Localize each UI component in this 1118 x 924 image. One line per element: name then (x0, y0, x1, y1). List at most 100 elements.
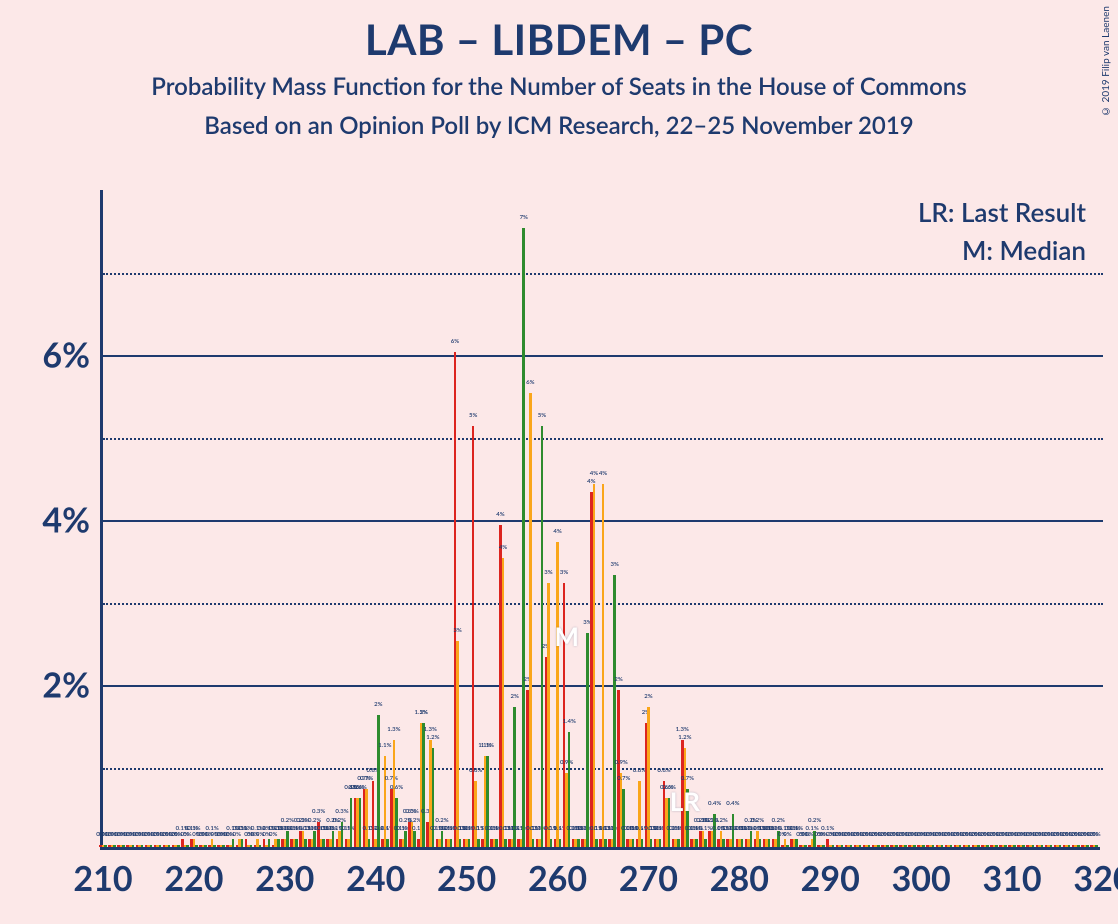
bar-value-label: 0.3% (405, 808, 418, 815)
bar-series-2 (1004, 845, 1007, 847)
bar-series-2 (695, 839, 698, 847)
bar-value-label: 0.2% (435, 817, 448, 824)
bar-series-2 (550, 839, 553, 847)
bar-series-1 (638, 781, 641, 847)
bar-series-2 (795, 839, 798, 847)
bar-value-label: 1.1% (378, 742, 391, 749)
bar-value-label: 0.6% (663, 784, 676, 791)
bar-value-label: 2% (374, 701, 382, 708)
bar-series-2 (622, 789, 625, 847)
bar-value-label: 0.9% (560, 759, 573, 766)
x-axis-label: 230 (255, 858, 314, 899)
bar-series-2 (522, 228, 525, 847)
bar-value-label: 1.3% (424, 726, 437, 733)
bar-value-label: 3% (610, 561, 618, 568)
bar-series-2 (977, 845, 980, 847)
bar-series-2 (1086, 845, 1089, 847)
bar-value-label: 1.3% (676, 726, 689, 733)
bar-series-2 (232, 839, 235, 847)
chart-subtitle-2: Based on an Opinion Poll by ICM Research… (0, 111, 1118, 140)
bar-value-label: 0.3% (335, 808, 348, 815)
bar-value-label: 3% (544, 569, 552, 576)
bar-series-2 (868, 845, 871, 847)
bar-series-2 (759, 839, 762, 847)
bar-series-1 (529, 393, 532, 847)
bar-series-1 (502, 558, 505, 847)
bar-series-2 (213, 845, 216, 847)
bar-value-label: 0% (783, 831, 791, 838)
bar-value-label: 0.9% (615, 759, 628, 766)
bar-series-2 (295, 839, 298, 847)
bar-value-label: 0.6% (390, 784, 403, 791)
gridline-major (103, 355, 1103, 357)
bar-value-label: 3% (560, 569, 568, 576)
x-axis-label: 250 (437, 858, 496, 899)
bar-series-2 (459, 839, 462, 847)
bar-series-2 (368, 839, 371, 847)
plot-region: LR: Last Result M: Median 2%4%6%21022023… (100, 190, 1100, 850)
bar-series-2 (722, 839, 725, 847)
bar-series-2 (186, 845, 189, 847)
bar-value-label: 0.7% (681, 775, 694, 782)
bar-value-label: 0.2% (281, 817, 294, 824)
bar-series-2 (1022, 845, 1025, 847)
bar-series-2 (468, 839, 471, 847)
bar-series-1 (593, 484, 596, 847)
chart-title: LAB – LIBDEM – PC (0, 0, 1118, 64)
bar-value-label: 0.8% (469, 767, 482, 774)
y-axis-label: 2% (42, 665, 90, 706)
bar-series-1 (384, 756, 387, 847)
bar-series-2 (504, 839, 507, 847)
bar-series-2 (386, 839, 389, 847)
bar-series-2 (1041, 845, 1044, 847)
bar-value-label: 0.3% (312, 808, 325, 815)
bar-series-2 (804, 845, 807, 847)
bar-value-label: 4% (599, 470, 607, 477)
y-axis-label: 6% (42, 335, 90, 376)
bar-series-1 (547, 583, 550, 847)
bar-series-2 (141, 845, 144, 847)
bar-value-label: 0.2% (751, 817, 764, 824)
bar-series-2 (941, 845, 944, 847)
bar-value-label: 4% (499, 544, 507, 551)
bar-series-2 (204, 845, 207, 847)
bar-series-2 (913, 845, 916, 847)
bar-series-2 (995, 845, 998, 847)
y-axis-label: 4% (42, 500, 90, 541)
bar-series-2 (604, 839, 607, 847)
bar-series-2 (950, 845, 953, 847)
bar-series-2 (159, 845, 162, 847)
bar-series-2 (413, 831, 416, 848)
bar-series-2 (632, 839, 635, 847)
bar-value-label: 0.2% (772, 817, 785, 824)
bar-series-2 (668, 798, 671, 848)
legend-box: LR: Last Result M: Median (918, 196, 1086, 272)
bar-series-2 (859, 845, 862, 847)
legend-lr: LR: Last Result (918, 196, 1086, 228)
bar-series-2 (677, 839, 680, 847)
x-axis-label: 320 (1073, 858, 1118, 899)
bar-series-2 (895, 845, 898, 847)
bar-value-label: 2% (420, 709, 428, 716)
bar-series-2 (422, 723, 425, 847)
bar-series-2 (432, 748, 435, 847)
bar-value-label: 0.4% (726, 800, 739, 807)
bar-series-2 (477, 839, 480, 847)
bar-series-1 (602, 484, 605, 847)
bar-series-2 (541, 426, 544, 847)
bar-series-1 (474, 781, 477, 847)
bar-series-2 (322, 839, 325, 847)
bar-value-label: 0.7% (385, 775, 398, 782)
bar-series-2 (841, 845, 844, 847)
bar-series-2 (277, 839, 280, 847)
bar-value-label: 0% (183, 831, 191, 838)
bar-series-2 (986, 845, 989, 847)
bar-value-label: 0.2% (715, 817, 728, 824)
bar-series-2 (286, 831, 289, 848)
bar-series-2 (741, 839, 744, 847)
bar-series-2 (268, 839, 271, 847)
bar-series-1 (456, 641, 459, 847)
bar-series-2 (768, 839, 771, 847)
bar-series-2 (195, 845, 198, 847)
bar-series-2 (650, 839, 653, 847)
